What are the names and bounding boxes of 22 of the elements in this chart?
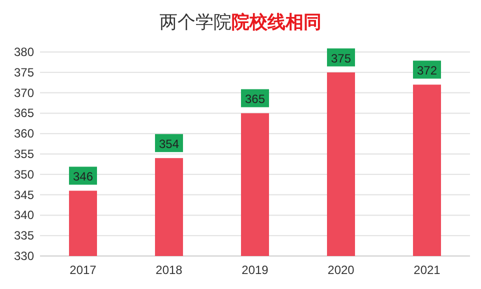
data-label: 365	[244, 92, 266, 106]
x-tick-label: 2018	[156, 263, 183, 277]
data-label: 346	[72, 170, 94, 184]
x-tick-label: 2020	[328, 263, 355, 277]
x-tick-label: 2017	[70, 263, 97, 277]
data-label: 372	[416, 64, 438, 78]
x-tick-label: 2019	[242, 263, 269, 277]
y-tick-label: 345	[14, 188, 34, 202]
y-tick-label: 350	[14, 167, 34, 182]
chart-title: 两个学院院校线相同	[160, 12, 322, 32]
data-label: 354	[158, 137, 180, 152]
data-label: 375	[330, 51, 352, 66]
y-tick-label: 365	[14, 106, 34, 120]
y-tick-label: 340	[14, 208, 34, 222]
y-tick-label: 380	[14, 45, 34, 59]
y-tick-label: 370	[14, 86, 34, 100]
y-tick-label: 360	[14, 126, 34, 141]
y-tick-label: 335	[14, 228, 34, 243]
y-tick-label: 375	[14, 65, 34, 80]
y-tick-label: 355	[14, 147, 34, 161]
y-tick-label: 330	[14, 249, 34, 263]
x-tick-label: 2021	[414, 263, 441, 277]
